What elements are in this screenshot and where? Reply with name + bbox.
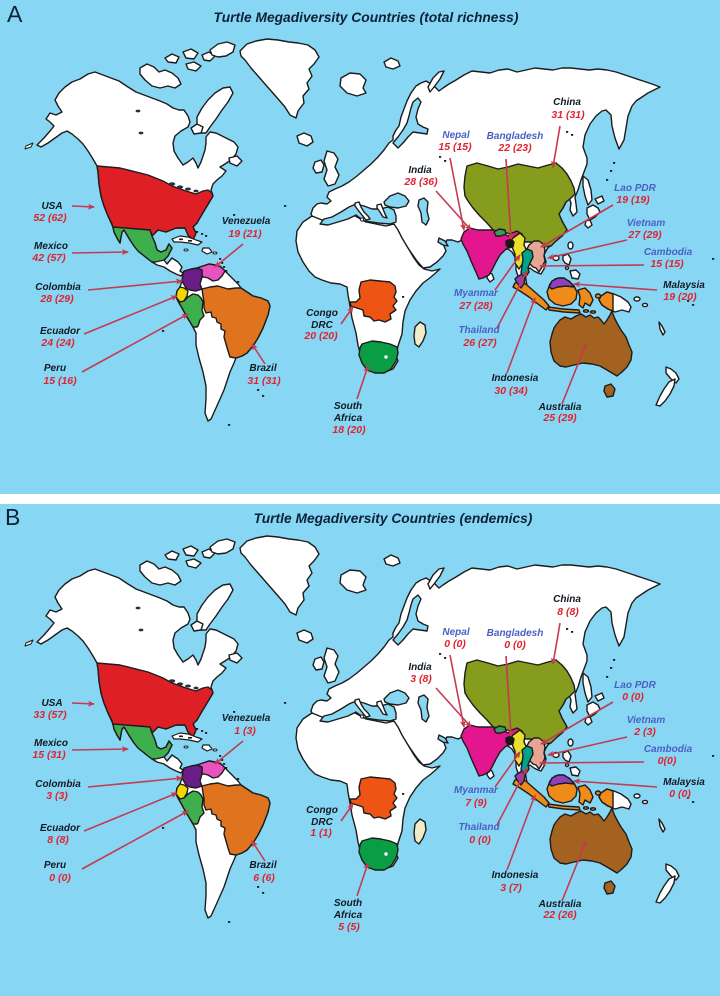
svg-text:Thailand: Thailand [458, 822, 500, 833]
svg-text:Australia: Australia [538, 899, 582, 910]
svg-text:Malaysia: Malaysia [663, 280, 705, 291]
svg-text:B: B [5, 504, 20, 530]
svg-text:Turtle Megadiversity Countries: Turtle Megadiversity Countries (total ri… [214, 10, 519, 25]
svg-text:0 (0): 0 (0) [444, 638, 466, 650]
svg-text:19 (19): 19 (19) [616, 194, 650, 206]
svg-text:7 (9): 7 (9) [465, 797, 487, 809]
svg-text:0 (0): 0 (0) [669, 788, 691, 800]
svg-text:Myanmar: Myanmar [454, 785, 499, 796]
svg-text:0 (0): 0 (0) [49, 872, 71, 884]
svg-text:Lao PDR: Lao PDR [614, 183, 656, 194]
svg-text:Brazil: Brazil [249, 363, 276, 374]
svg-text:0 (0): 0 (0) [622, 691, 644, 703]
svg-text:Ecuador: Ecuador [40, 823, 81, 834]
svg-text:Nepal: Nepal [442, 627, 469, 638]
svg-text:1 (1): 1 (1) [310, 827, 332, 839]
svg-text:0 (0): 0 (0) [469, 834, 491, 846]
svg-text:15 (15): 15 (15) [650, 258, 684, 270]
svg-text:26 (27): 26 (27) [462, 337, 497, 349]
svg-text:3 (7): 3 (7) [500, 882, 522, 894]
svg-text:0 (0): 0 (0) [504, 639, 526, 651]
svg-text:Mexico: Mexico [34, 738, 68, 749]
svg-text:Cambodia: Cambodia [644, 247, 693, 258]
svg-text:China: China [553, 594, 581, 605]
svg-text:24 (24): 24 (24) [40, 337, 75, 349]
svg-text:Thailand: Thailand [458, 325, 500, 336]
svg-text:Colombia: Colombia [35, 282, 81, 293]
svg-text:8 (8): 8 (8) [47, 834, 69, 846]
svg-text:DRC: DRC [311, 320, 333, 331]
svg-text:Malaysia: Malaysia [663, 777, 705, 788]
svg-text:15 (16): 15 (16) [43, 375, 77, 387]
svg-text:42 (57): 42 (57) [31, 252, 66, 264]
svg-text:22 (26): 22 (26) [542, 909, 577, 921]
svg-text:52 (62): 52 (62) [33, 212, 67, 224]
svg-text:3 (3): 3 (3) [46, 790, 68, 802]
svg-text:2 (3): 2 (3) [633, 726, 656, 738]
svg-text:Africa: Africa [333, 910, 363, 921]
svg-text:Ecuador: Ecuador [40, 326, 81, 337]
svg-text:South: South [334, 898, 362, 909]
svg-text:Colombia: Colombia [35, 779, 81, 790]
svg-text:Myanmar: Myanmar [454, 288, 499, 299]
svg-text:31 (31): 31 (31) [551, 109, 585, 121]
svg-text:15 (31): 15 (31) [32, 749, 66, 761]
svg-text:33 (57): 33 (57) [33, 709, 67, 721]
svg-text:15 (15): 15 (15) [438, 141, 472, 153]
svg-text:30 (34): 30 (34) [494, 385, 528, 397]
svg-text:USA: USA [41, 201, 62, 212]
svg-text:28 (36): 28 (36) [403, 176, 438, 188]
svg-text:Cambodia: Cambodia [644, 744, 693, 755]
svg-text:Australia: Australia [538, 402, 582, 413]
svg-text:Vietnam: Vietnam [627, 218, 666, 229]
svg-text:27 (28): 27 (28) [458, 300, 493, 312]
svg-text:A: A [7, 1, 23, 27]
svg-text:Bangladesh: Bangladesh [487, 628, 544, 639]
svg-text:20 (20): 20 (20) [303, 330, 338, 342]
svg-text:Peru: Peru [44, 860, 66, 871]
svg-text:Peru: Peru [44, 363, 66, 374]
svg-text:South: South [334, 401, 362, 412]
svg-text:Vietnam: Vietnam [627, 715, 666, 726]
svg-text:1 (3): 1 (3) [234, 725, 256, 737]
svg-text:Lao PDR: Lao PDR [614, 680, 656, 691]
svg-text:Brazil: Brazil [249, 860, 276, 871]
svg-text:Nepal: Nepal [442, 130, 469, 141]
svg-text:Indonesia: Indonesia [492, 870, 539, 881]
svg-text:8 (8): 8 (8) [557, 606, 579, 618]
svg-text:27 (29): 27 (29) [627, 229, 662, 241]
svg-text:Congo: Congo [306, 308, 338, 319]
svg-text:6 (6): 6 (6) [253, 872, 275, 884]
svg-text:India: India [408, 165, 432, 176]
svg-text:31 (31): 31 (31) [247, 375, 281, 387]
svg-text:19 (20): 19 (20) [663, 291, 697, 303]
svg-text:19 (21): 19 (21) [228, 228, 262, 240]
svg-text:28 (29): 28 (29) [39, 293, 74, 305]
svg-text:Africa: Africa [333, 413, 363, 424]
svg-text:Indonesia: Indonesia [492, 373, 539, 384]
svg-text:DRC: DRC [311, 817, 333, 828]
svg-text:USA: USA [41, 698, 62, 709]
svg-text:Congo: Congo [306, 805, 338, 816]
svg-text:Venezuela: Venezuela [222, 216, 271, 227]
svg-text:22 (23): 22 (23) [497, 142, 532, 154]
svg-text:3 (8): 3 (8) [410, 673, 432, 685]
svg-text:25 (29): 25 (29) [542, 412, 577, 424]
svg-text:Turtle Megadiversity Countries: Turtle Megadiversity Countries (endemics… [254, 511, 533, 526]
svg-text:China: China [553, 97, 581, 108]
svg-text:0(0): 0(0) [658, 755, 677, 767]
svg-text:18 (20): 18 (20) [332, 424, 366, 436]
svg-text:Bangladesh: Bangladesh [487, 131, 544, 142]
svg-text:Venezuela: Venezuela [222, 713, 271, 724]
svg-text:Mexico: Mexico [34, 241, 68, 252]
svg-text:India: India [408, 662, 432, 673]
svg-text:5 (5): 5 (5) [338, 921, 360, 933]
